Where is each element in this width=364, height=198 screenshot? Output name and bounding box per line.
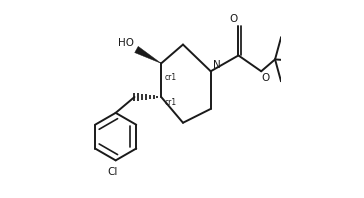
Text: cr1: cr1 (165, 98, 177, 107)
Text: N: N (213, 60, 221, 70)
Text: cr1: cr1 (165, 73, 177, 82)
Polygon shape (135, 46, 161, 63)
Text: HO: HO (118, 37, 134, 48)
Text: Cl: Cl (107, 167, 118, 177)
Text: O: O (262, 73, 270, 83)
Text: O: O (229, 14, 238, 24)
